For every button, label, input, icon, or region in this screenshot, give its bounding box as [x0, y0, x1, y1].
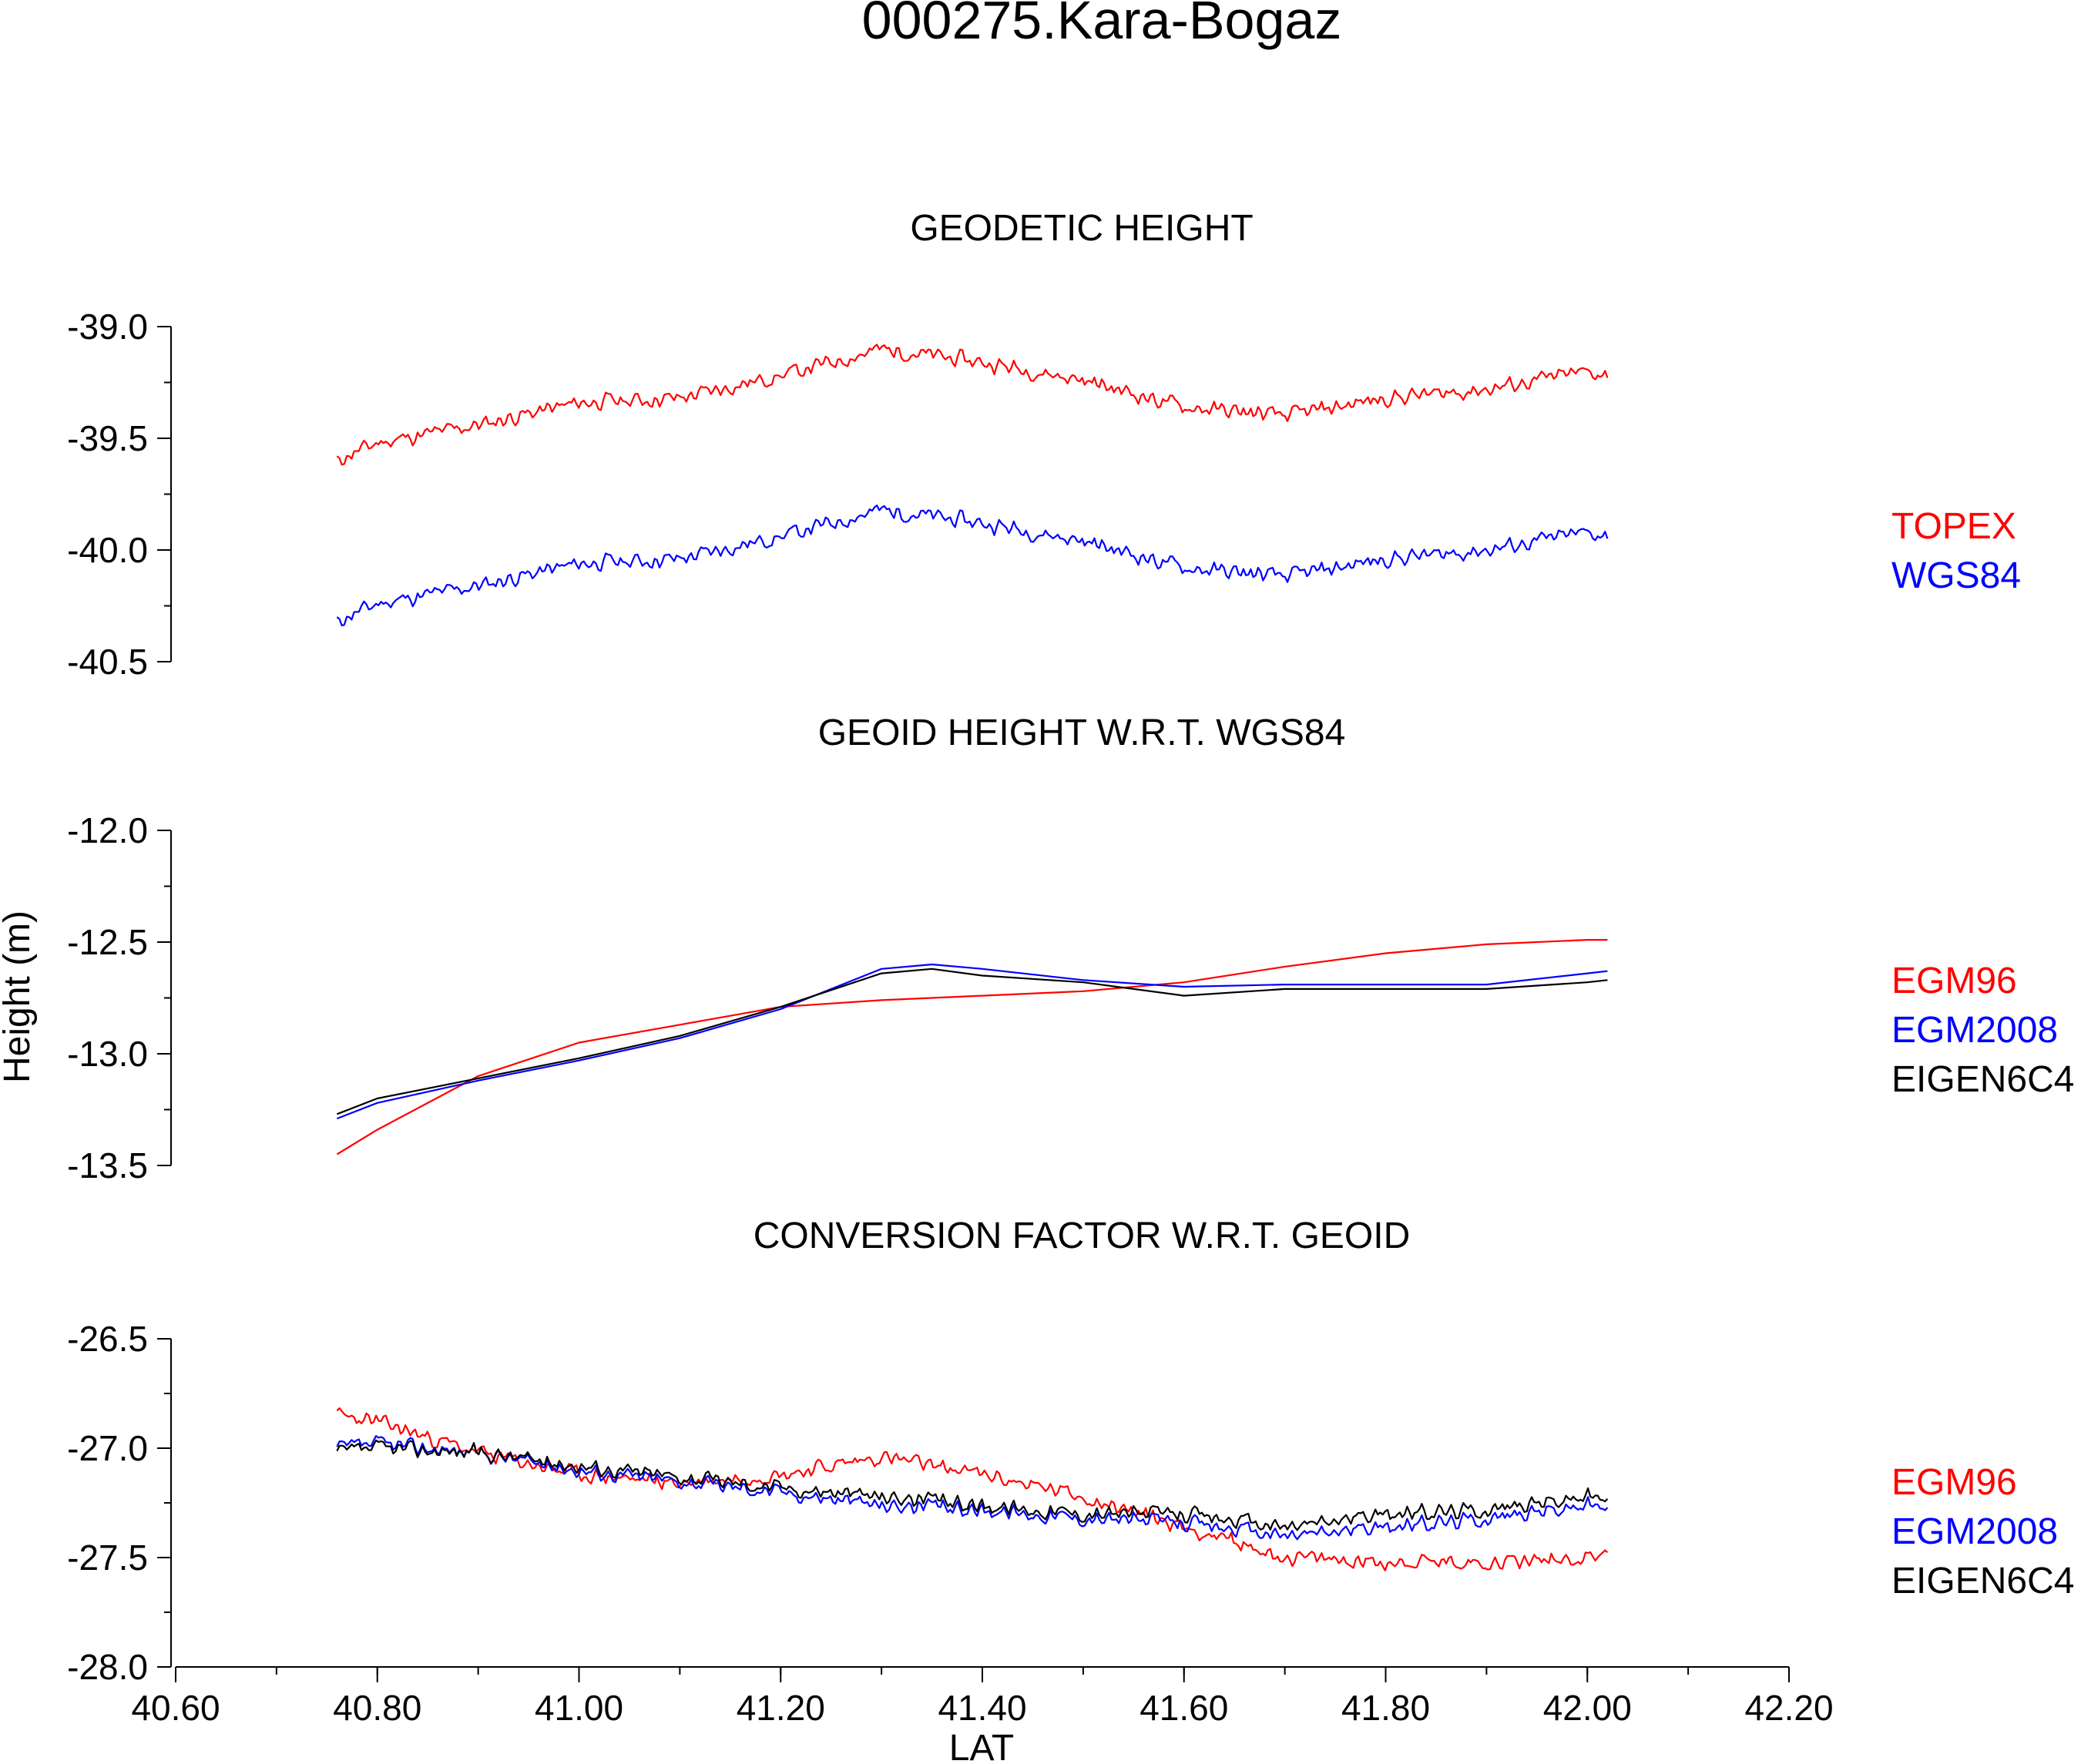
panel-title: GEODETIC HEIGHT — [910, 208, 1253, 249]
y-tick-label: -27.5 — [67, 1538, 148, 1578]
legend-entry: EGM96 — [1891, 961, 2017, 1001]
series-line — [336, 344, 1609, 466]
y-tick-label: -12.0 — [67, 810, 148, 850]
x-axis-label: LAT — [949, 1728, 1014, 1764]
legend-entry: EGM96 — [1891, 1462, 2017, 1503]
series-line — [336, 505, 1609, 627]
series-line — [337, 968, 1608, 1115]
series-line — [336, 1439, 1609, 1531]
legend-entry: EIGEN6C4 — [1891, 1059, 2074, 1100]
y-tick-label: -27.0 — [67, 1428, 148, 1468]
x-tick-label: 41.20 — [737, 1688, 825, 1728]
x-axis: 40.60 40.80 41.00 41.20 41.40 41.60 41.80 42.00… — [131, 1666, 1834, 1728]
y-tick-label: -40.5 — [67, 642, 148, 682]
legend-entry: WGS84 — [1891, 555, 2021, 596]
series-line — [336, 939, 1608, 1155]
x-tick-label: 41.00 — [535, 1688, 623, 1728]
legend-entry: EIGEN6C4 — [1891, 1561, 2074, 1601]
legend-entry: TOPEX — [1891, 506, 2016, 547]
panel-3: CONVERSION FACTOR W.R.T. GEOID -26.5 -27.0… — [67, 1216, 2074, 1687]
x-tick-label: 41.80 — [1341, 1688, 1430, 1728]
y-tick-label: -13.0 — [67, 1034, 148, 1074]
x-tick-label: 41.60 — [1140, 1688, 1228, 1728]
y-tick-label: -40.0 — [67, 530, 148, 570]
panel-1: GEODETIC HEIGHT -39.0 -39.5 -40.0 -40.5 TOPEX… — [67, 208, 2021, 682]
y-tick-label: -13.5 — [67, 1145, 148, 1186]
legend-entry: EGM2008 — [1891, 1010, 2058, 1051]
series-line — [336, 1407, 1609, 1571]
panel-2: GEOID HEIGHT W.R.T. WGS84 -12.0 -12.5 -13.0… — [67, 713, 2074, 1186]
y-tick-label: -39.0 — [67, 307, 148, 347]
panel-title: CONVERSION FACTOR W.R.T. GEOID — [754, 1216, 1411, 1256]
x-tick-label: 40.80 — [333, 1688, 421, 1728]
x-tick-label: 42.20 — [1744, 1688, 1833, 1728]
chart-title: 000275.Kara-Bogaz — [862, 0, 1342, 50]
legend-entry: EGM2008 — [1891, 1511, 2058, 1552]
x-tick-label: 41.40 — [938, 1688, 1026, 1728]
series-line — [336, 1435, 1609, 1541]
y-tick-label: -26.5 — [67, 1319, 148, 1359]
y-tick-label: -28.0 — [67, 1647, 148, 1687]
panel-title: GEOID HEIGHT W.R.T. WGS84 — [818, 713, 1346, 753]
series-line — [337, 963, 1608, 1120]
chart-panels: GEODETIC HEIGHT -39.0 -39.5 -40.0 -40.5 TOPEX… — [67, 208, 2074, 1728]
x-tick-label: 42.00 — [1543, 1688, 1632, 1728]
x-tick-label: 40.60 — [131, 1688, 220, 1728]
y-axis-label: Height (m) — [0, 911, 38, 1083]
y-tick-label: -12.5 — [67, 922, 148, 962]
y-tick-label: -39.5 — [67, 418, 148, 458]
